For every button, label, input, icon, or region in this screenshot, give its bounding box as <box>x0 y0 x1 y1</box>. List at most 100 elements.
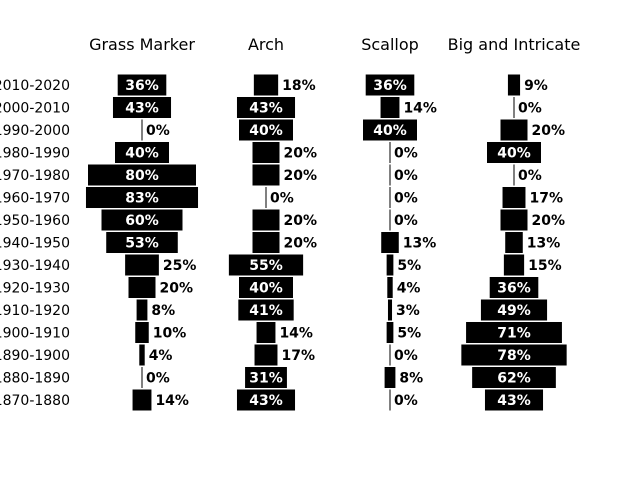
data-label: 15% <box>528 258 562 274</box>
data-label: 0% <box>518 101 542 117</box>
bar <box>239 277 293 298</box>
bar <box>502 187 526 208</box>
column-title-3: Big and Intricate <box>448 35 581 54</box>
data-label: 20% <box>284 146 318 162</box>
data-label: 0% <box>394 213 418 229</box>
data-label: 40% <box>249 123 283 139</box>
bar <box>238 299 294 321</box>
data-label: 4% <box>397 281 421 297</box>
row-labels: 2010-2020 2000-2010 1990-2000 1980-1990 1970… <box>0 78 70 409</box>
bar <box>125 254 159 276</box>
bar <box>380 97 400 118</box>
data-label: 83% <box>125 191 159 207</box>
bar <box>507 74 521 96</box>
row-label: 1960-1970 <box>0 191 70 207</box>
data-label: 9% <box>524 78 548 94</box>
row-label: 2000-2010 <box>0 101 70 117</box>
bar <box>236 389 296 411</box>
data-label: 55% <box>249 258 283 274</box>
data-label: 43% <box>497 393 531 409</box>
panel-1: 18%43%40%20%20%0%20%20%55%40%41%14%17%31… <box>228 74 318 411</box>
bar <box>384 367 396 388</box>
bar <box>489 277 539 298</box>
bar <box>500 119 528 141</box>
row-label: 1900-1910 <box>0 326 70 342</box>
bar <box>132 389 152 411</box>
row-label: 1940-1950 <box>0 236 70 252</box>
row-label: 1970-1980 <box>0 168 70 184</box>
data-label: 0% <box>146 123 170 139</box>
data-label: 40% <box>249 281 283 297</box>
data-label: 60% <box>125 213 159 229</box>
data-label: 18% <box>282 78 316 94</box>
row-label: 1880-1890 <box>0 371 70 387</box>
data-label: 40% <box>497 146 531 162</box>
data-label: 62% <box>497 371 531 387</box>
bar <box>115 142 169 163</box>
data-label: 0% <box>146 371 170 387</box>
bar <box>239 119 293 141</box>
bar <box>484 389 544 411</box>
data-label: 20% <box>284 236 318 252</box>
data-label: 0% <box>394 191 418 207</box>
bar <box>365 74 415 96</box>
bar <box>252 142 280 163</box>
bar <box>500 209 528 231</box>
bar <box>252 209 280 231</box>
row-label: 1920-1930 <box>0 281 70 297</box>
bar <box>487 142 541 163</box>
data-label: 13% <box>527 236 561 252</box>
data-label: 3% <box>396 303 420 319</box>
bar <box>136 299 148 321</box>
row-label: 2010-2020 <box>0 78 70 94</box>
data-label: 8% <box>151 303 175 319</box>
column-title-0: Grass Marker <box>89 35 195 54</box>
data-label: 5% <box>397 326 421 342</box>
bar <box>466 322 562 343</box>
data-label: 40% <box>125 146 159 162</box>
data-label: 40% <box>373 123 407 139</box>
data-label: 41% <box>249 303 283 319</box>
bar <box>503 254 525 276</box>
data-label: 0% <box>394 168 418 184</box>
bar <box>386 322 394 343</box>
row-label: 1870-1880 <box>0 393 70 409</box>
data-label: 8% <box>399 371 423 387</box>
row-label: 1980-1990 <box>0 146 70 162</box>
bar <box>228 254 304 276</box>
panels: 36% 43% 0% 40% 80% 83% 60% 53%25% 20% 8% 10% 4% 0% 14… <box>85 74 567 411</box>
column-titles: Grass Marker Arch Scallop Big and Intricate <box>89 35 580 54</box>
column-title-1: Arch <box>248 35 284 54</box>
data-label: 0% <box>394 146 418 162</box>
data-label: 4% <box>149 348 173 364</box>
bar <box>505 232 523 253</box>
data-label: 80% <box>125 168 159 184</box>
bar <box>88 164 196 186</box>
data-label: 14% <box>279 326 313 342</box>
row-label: 1890-1900 <box>0 348 70 364</box>
data-label: 43% <box>125 101 159 117</box>
bar <box>363 119 417 141</box>
data-label: 20% <box>532 123 566 139</box>
bar <box>139 344 145 366</box>
data-label: 17% <box>281 348 315 364</box>
bar <box>101 209 183 231</box>
bar <box>236 97 296 118</box>
data-label: 14% <box>403 101 437 117</box>
data-label: 78% <box>497 348 531 364</box>
data-label: 43% <box>249 101 283 117</box>
bar <box>472 367 556 388</box>
bar <box>106 232 178 253</box>
data-label: 0% <box>394 348 418 364</box>
data-label: 49% <box>497 303 531 319</box>
bar <box>387 299 393 321</box>
bar <box>117 74 167 96</box>
data-label: 0% <box>518 168 542 184</box>
data-label: 0% <box>394 393 418 409</box>
bar <box>480 299 548 321</box>
bar <box>386 254 394 276</box>
panel-2: 36% 14% 40% 0% 0% 0% 0% 13% 5% 4% 3% 5% 0% 8% 0% <box>363 74 437 411</box>
data-label: 13% <box>403 236 437 252</box>
bar <box>253 74 279 96</box>
